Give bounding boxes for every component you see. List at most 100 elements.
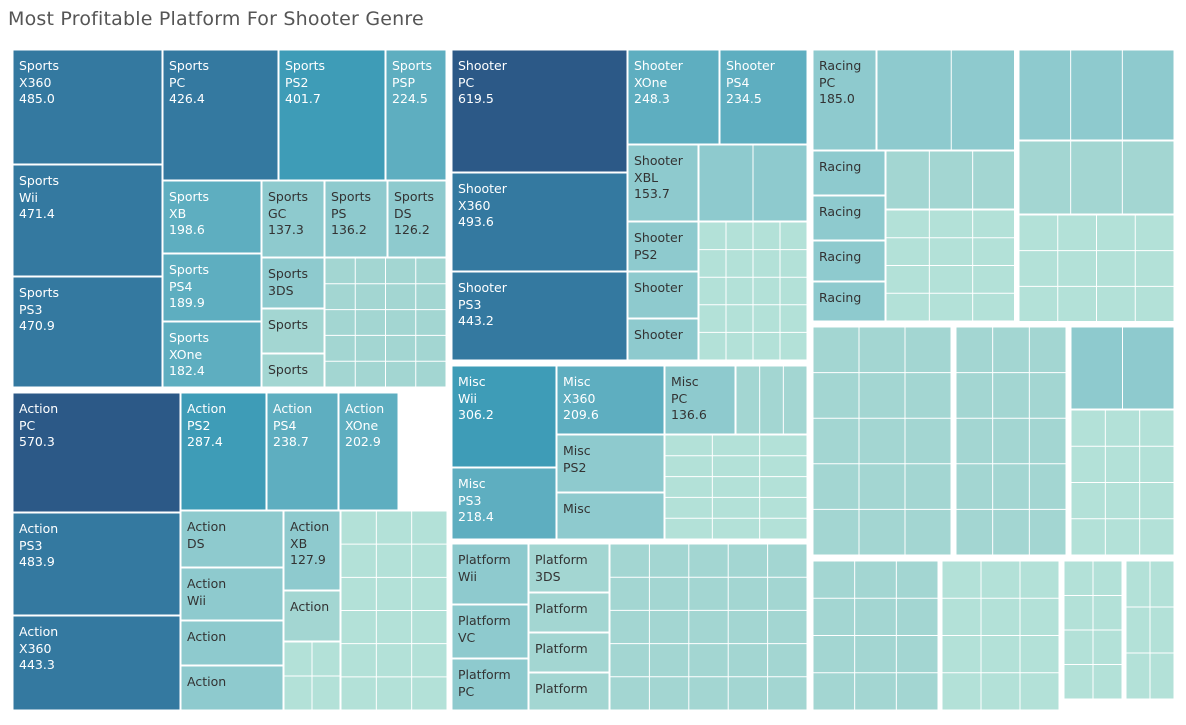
cell-platform-label: DS [187,536,205,551]
cell-platform-label: PS [331,206,347,221]
cell-genre-label: Sports [268,362,308,377]
sports-ps2-cell[interactable] [278,49,386,181]
group-separator [1059,561,1064,716]
action-ps2-cell[interactable] [180,392,267,511]
platform-vc-cell[interactable] [451,604,529,659]
action-ps3-cell[interactable] [12,512,181,616]
sports-other-cell[interactable] [261,308,325,354]
sports-xb-cell[interactable] [162,180,262,254]
sports-other-cell[interactable] [261,353,325,388]
platform-other-cell[interactable] [528,672,610,711]
cell-value-label: 493.6 [458,214,494,229]
action-xone-cell[interactable] [338,392,399,511]
sports-x360-cell[interactable] [12,49,163,165]
group-separator [1066,327,1071,561]
minor-cell[interactable] [735,365,808,435]
cell-platform-label: XBL [634,170,658,185]
minor-cell[interactable] [1018,140,1175,215]
shooter-ps3-cell[interactable] [451,271,628,361]
cell-platform-label: PS4 [726,75,749,90]
cell-value-label: 182.4 [169,363,205,378]
minor-cell[interactable] [812,326,952,556]
misc-other-cell[interactable] [556,492,665,540]
sports-pc-cell[interactable] [162,49,279,181]
cell-genre-label: Platform [458,552,511,567]
shooter-ps4-cell[interactable] [719,49,808,145]
platform-pc-cell[interactable] [451,658,529,711]
cell-genre-label: Racing [819,204,861,219]
sports-wii-cell[interactable] [12,164,163,277]
platform-other-cell[interactable] [528,592,610,633]
racing-other-cell[interactable] [812,150,886,196]
cell-value-label: 218.4 [458,509,494,524]
action-ds-cell[interactable] [180,510,284,568]
platform-wii-cell[interactable] [451,543,529,605]
cell-platform-label: PS3 [19,538,42,553]
group-separator [1014,44,1019,326]
group-separator [447,44,452,716]
group-separator [1064,699,1174,705]
sports-gc-cell[interactable] [261,180,325,258]
cell-genre-label: Sports [169,330,209,345]
cell-value-label: 443.2 [458,313,494,328]
sports-ds-cell[interactable] [387,180,447,258]
shooter-ps2-cell[interactable] [627,221,699,272]
minor-cell[interactable] [955,326,1067,556]
cell-platform-label: X360 [19,641,51,656]
cell-platform-label: Wii [458,391,477,406]
cell-platform-label: PS2 [285,75,308,90]
racing-other-cell[interactable] [812,195,886,241]
action-x360-cell[interactable] [12,615,181,711]
cell-genre-label: Action [187,576,226,591]
sports-psp-cell[interactable] [385,49,447,181]
minor-cell[interactable] [1018,49,1175,141]
action-pc-cell[interactable] [12,392,181,513]
cell-genre-label: Misc [563,374,591,389]
racing-pc-cell[interactable] [812,49,877,151]
cell-value-label: 306.2 [458,407,494,422]
cell-platform-label: PS2 [187,418,210,433]
misc-x360-cell[interactable] [556,365,665,435]
minor-cell[interactable] [609,543,808,711]
shooter-x360-cell[interactable] [451,172,628,272]
action-other-cell[interactable] [180,665,284,711]
cell-platform-label: PS3 [19,302,42,317]
misc-ps2-cell[interactable] [556,434,665,493]
cell-value-label: 248.3 [634,91,670,106]
minor-cell[interactable] [885,150,1017,210]
sports-ps4-cell[interactable] [162,253,262,322]
cell-value-label: 238.7 [273,434,309,449]
cell-platform-label: GC [268,206,287,221]
cell-platform-label: Wii [19,190,38,205]
misc-wii-cell[interactable] [451,365,557,468]
chart-title: Most Profitable Platform For Shooter Gen… [8,8,424,30]
group-separator [8,387,447,393]
platform-other-cell[interactable] [528,632,610,673]
cell-genre-label: Racing [819,290,861,305]
cell-genre-label: Shooter [634,58,684,73]
sports-xone-cell[interactable] [162,321,262,388]
cell-value-label: 443.3 [19,657,55,672]
cell-platform-label: PC [819,75,836,90]
group-separator [951,327,956,561]
cell-genre-label: Sports [268,189,308,204]
action-wii-cell[interactable] [180,567,284,621]
shooter-xbl-cell[interactable] [627,144,699,222]
shooter-other-cell[interactable] [627,271,699,319]
cell-genre-label: Racing [819,249,861,264]
shooter-xone-cell[interactable] [627,49,720,145]
action-other-cell[interactable] [283,590,341,642]
cell-genre-label: Sports [169,58,209,73]
misc-pc-cell[interactable] [664,365,736,435]
platform-3ds-cell[interactable] [528,543,610,593]
sports-ps-cell[interactable] [324,180,388,258]
cell-value-label: 209.6 [563,407,599,422]
cell-platform-label: PS3 [458,297,481,312]
action-xb-cell[interactable] [283,510,341,591]
sports-3ds-cell[interactable] [261,257,325,309]
action-ps4-cell[interactable] [266,392,339,511]
minor-cell[interactable] [664,434,808,540]
action-other-cell[interactable] [180,620,284,666]
cell-genre-label: Shooter [634,280,684,295]
